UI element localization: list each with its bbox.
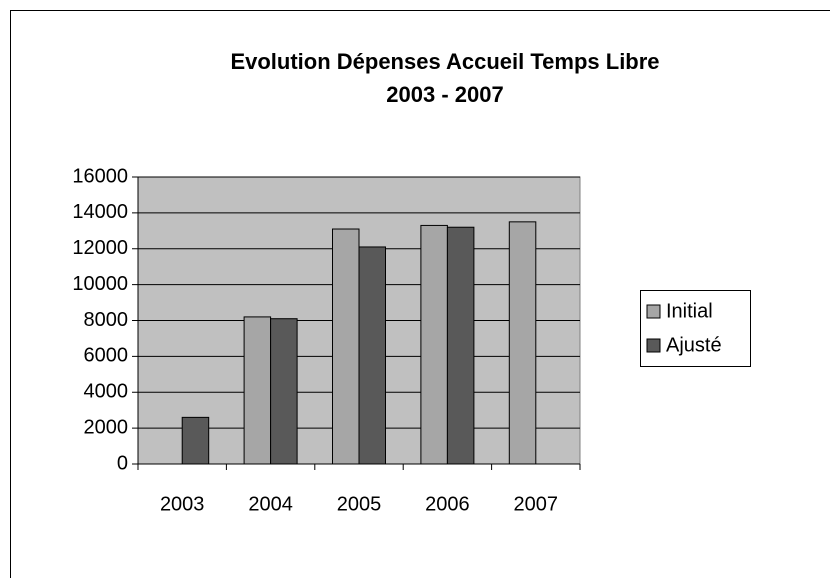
x-tick-label: 2005: [337, 493, 382, 515]
bar: [181, 416, 210, 465]
bar: [358, 246, 386, 465]
y-tick-label: 0: [117, 452, 128, 474]
x-tick-label: 2006: [425, 493, 470, 515]
legend-swatch: [646, 338, 661, 353]
y-tick-label: 4000: [84, 381, 129, 403]
y-tick-label: 14000: [72, 201, 128, 223]
y-tick-label: 2000: [84, 416, 129, 438]
legend-label: Ajusté: [666, 334, 722, 356]
y-tick-label: 10000: [72, 273, 128, 295]
legend-label: Initial: [666, 300, 713, 322]
x-tick-label: 2004: [248, 493, 293, 515]
bar: [446, 226, 475, 465]
x-tick-label: 2007: [514, 493, 559, 515]
x-tick-label: 2003: [160, 493, 205, 515]
chart-subtitle: 2003 - 2007: [386, 82, 503, 107]
legend: [640, 290, 751, 367]
legend-swatch: [646, 304, 661, 319]
bar: [243, 316, 272, 465]
bar: [270, 318, 298, 465]
bar: [508, 221, 537, 465]
chart-title: Evolution Dépenses Accueil Temps Libre: [230, 49, 659, 74]
y-tick-label: 8000: [84, 309, 129, 331]
bar: [420, 224, 448, 465]
y-tick-label: 12000: [72, 237, 128, 259]
y-tick-label: 6000: [84, 345, 129, 367]
bar: [332, 228, 360, 465]
y-tick-label: 16000: [72, 165, 128, 187]
